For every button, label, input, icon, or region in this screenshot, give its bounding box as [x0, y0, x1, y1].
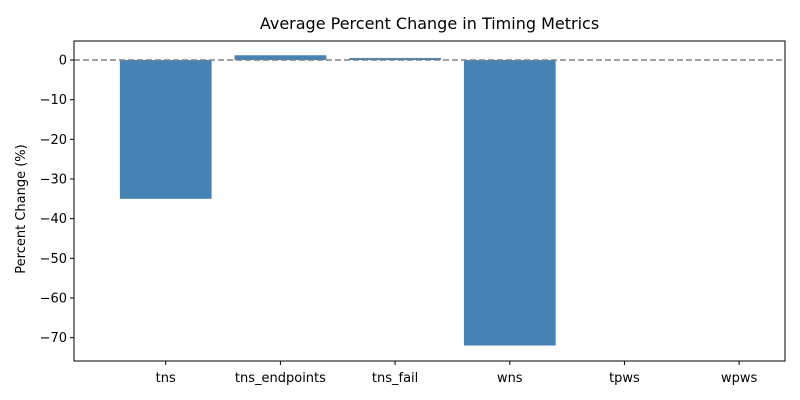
x-tick-label: wns: [497, 371, 523, 386]
bar-wns: [463, 60, 556, 346]
y-tick-label: −30: [40, 172, 67, 187]
x-tick-label: tns: [156, 371, 176, 386]
bar-tns_fail: [349, 58, 441, 61]
y-tick-label: −60: [40, 291, 67, 306]
x-tick-label: tns_endpoints: [235, 371, 326, 386]
y-axis-label: Percent Change (%): [14, 144, 29, 273]
y-tick-label: −70: [40, 331, 67, 346]
y-tick-label: 0: [59, 54, 67, 69]
chart-title: Average Percent Change in Timing Metrics: [260, 14, 599, 33]
axes-frame: [73, 40, 786, 362]
bar-tns: [119, 60, 212, 199]
x-tick-label: tpws: [609, 371, 640, 386]
bar-tns_endpoints: [234, 55, 327, 61]
y-tick-label: −40: [40, 212, 67, 227]
x-tick-label: wpws: [721, 371, 758, 386]
y-tick-label: −50: [40, 252, 67, 267]
y-tick-label: −20: [40, 133, 67, 148]
x-tick-label: tns_fail: [372, 371, 418, 386]
y-tick-label: −10: [40, 93, 67, 108]
plot-area: 0 −10 −20 −30 −40 −50 −60 −70 tns tns_endpoints tn…: [40, 40, 786, 386]
